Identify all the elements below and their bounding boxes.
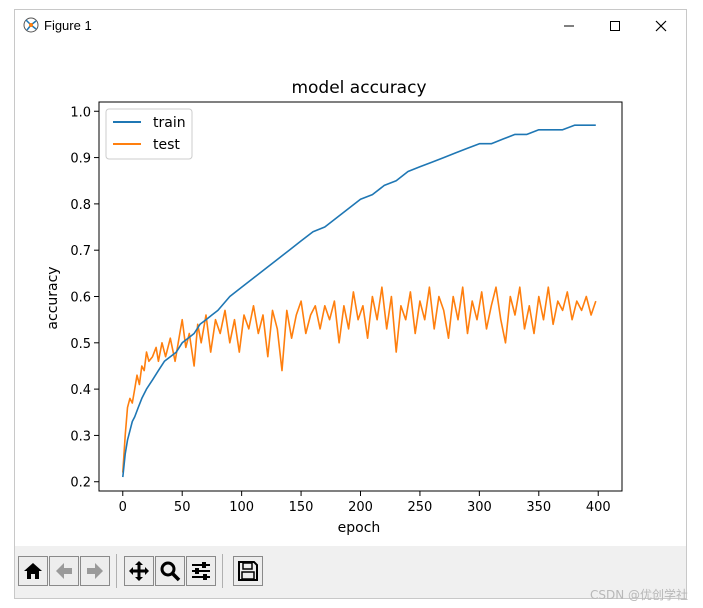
plot-frame: [98, 101, 623, 492]
magnifier-icon: [160, 561, 181, 582]
window-title: Figure 1: [44, 18, 92, 33]
x-tick-label: 150: [289, 500, 314, 515]
x-tick-label: 100: [229, 500, 254, 515]
maximize-button[interactable]: [592, 10, 638, 41]
watermark: CSDN @优创学社: [590, 588, 689, 602]
arrow-right-icon: [87, 563, 103, 579]
y-tick-label: 0.6: [70, 291, 91, 306]
x-tick-label: 200: [348, 500, 373, 515]
chart-title: model accuracy: [291, 78, 426, 98]
x-tick-label: 50: [174, 500, 191, 515]
title-bar: Figure 1: [15, 10, 686, 41]
arrow-left-icon: [56, 563, 72, 579]
matplotlib-figure-icon: [23, 17, 39, 33]
save-button[interactable]: [233, 556, 263, 586]
home-icon: [24, 563, 42, 579]
figure-window: Figure 1 model accuracy 0 50 100 150 200 250 3…: [14, 9, 687, 599]
x-tick-label: 300: [467, 500, 492, 515]
close-button[interactable]: [638, 10, 684, 41]
toolbar-separator: [116, 554, 117, 588]
move-arrows-icon: [129, 561, 149, 581]
y-tick-label: 0.5: [70, 337, 91, 352]
minimize-button[interactable]: [546, 10, 592, 41]
legend-label-test: test: [153, 137, 180, 153]
forward-button[interactable]: [80, 556, 110, 586]
legend: train test: [105, 108, 193, 160]
y-tick-label: 0.4: [70, 383, 91, 398]
minimize-icon: [564, 25, 574, 26]
home-button[interactable]: [18, 556, 48, 586]
x-tick-label: 400: [586, 500, 611, 515]
pan-button[interactable]: [124, 556, 154, 586]
y-tick-label: 0.8: [70, 198, 91, 213]
series-line-test: [122, 286, 597, 473]
x-tick-label: 250: [408, 500, 433, 515]
zoom-button[interactable]: [155, 556, 185, 586]
toolbar-separator: [222, 554, 223, 588]
floppy-disk-icon: [238, 561, 258, 581]
back-button[interactable]: [49, 556, 79, 586]
sliders-icon: [192, 562, 210, 580]
navigation-toolbar: [15, 546, 686, 598]
y-tick-label: 0.7: [70, 244, 91, 259]
maximize-icon: [610, 20, 620, 31]
x-tick-label: 0: [119, 500, 127, 515]
y-tick-label: 0.9: [70, 152, 91, 167]
close-icon: [655, 20, 667, 31]
y-tick-label: 0.2: [70, 476, 91, 491]
x-axis-label: epoch: [338, 520, 381, 536]
configure-subplots-button[interactable]: [186, 556, 216, 586]
y-tick-label: 0.3: [70, 429, 91, 444]
y-axis-label: accuracy: [45, 266, 61, 329]
accuracy-chart: model accuracy 0 50 100 150 200 250 300 350 400 0…: [45, 78, 623, 536]
x-tick-label: 350: [526, 500, 551, 515]
y-tick-label: 1.0: [70, 105, 91, 120]
series-line-train: [122, 124, 596, 478]
legend-label-train: train: [153, 115, 186, 131]
